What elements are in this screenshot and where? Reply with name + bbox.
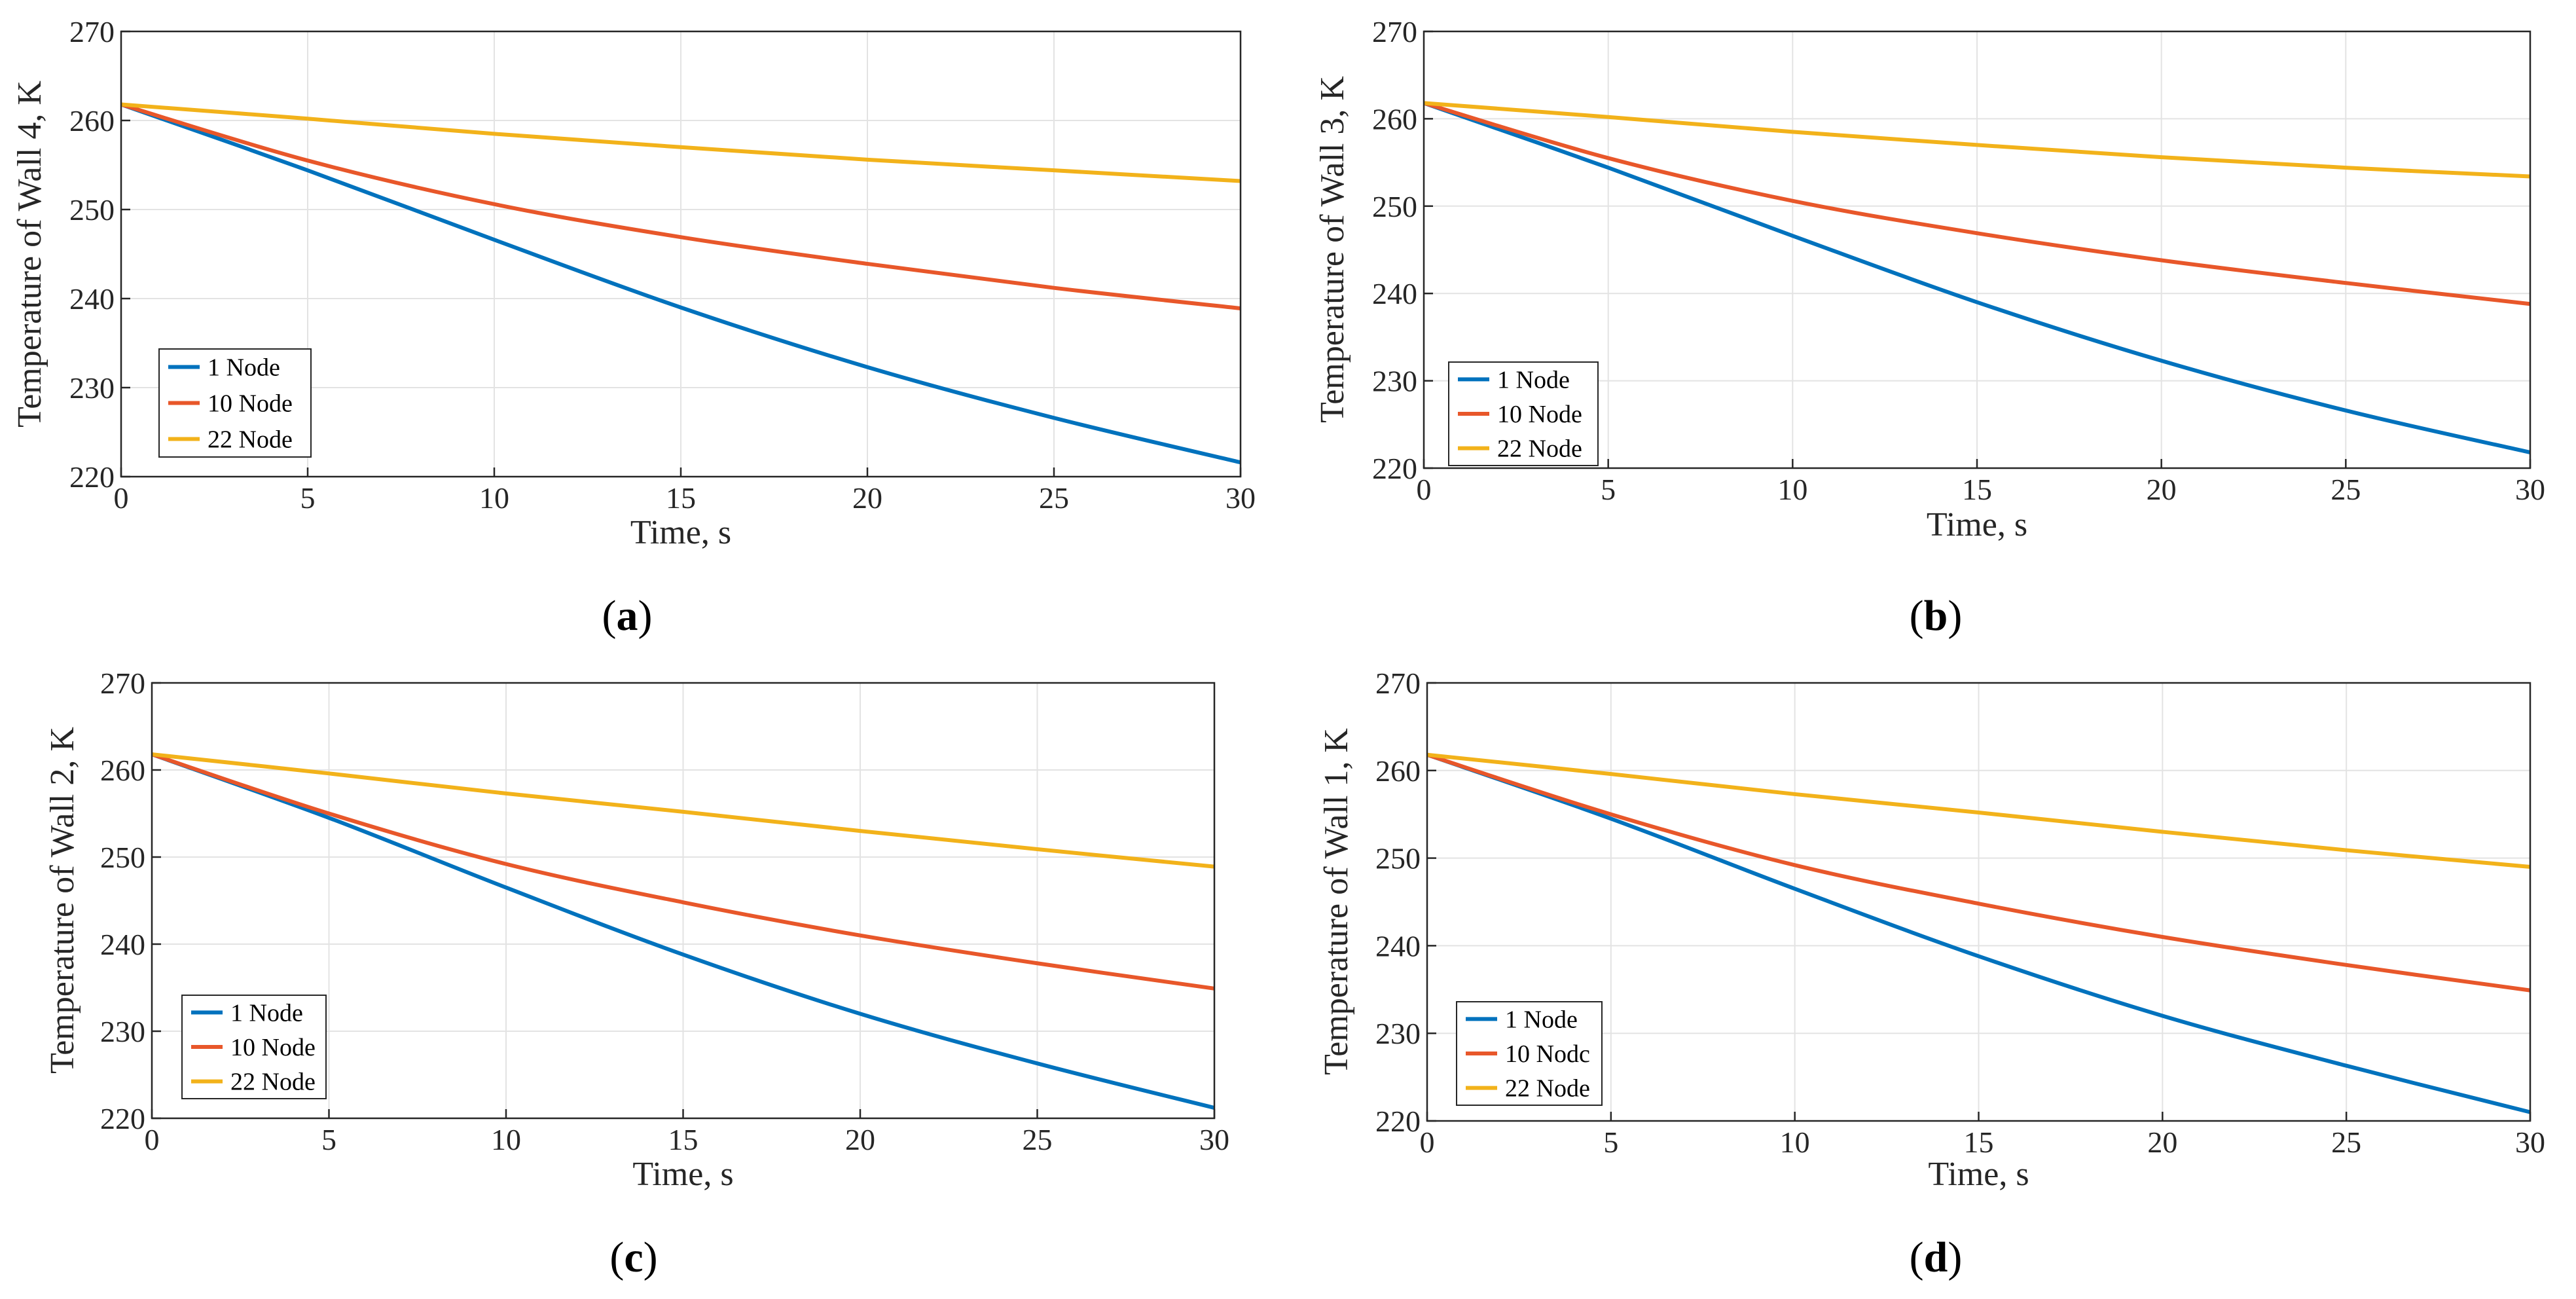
x-tick-label: 10 [1777, 473, 1807, 506]
x-tick-label: 15 [666, 481, 696, 515]
x-tick-label: 0 [1420, 1125, 1435, 1159]
x-axis-label: Time, s [630, 514, 731, 551]
x-tick-label: 15 [1964, 1125, 1994, 1159]
legend-label: 10 Node [1497, 401, 1582, 428]
y-tick-label: 270 [100, 667, 145, 700]
legend-label: 1 Node [1505, 1006, 1578, 1033]
y-tick-label: 260 [1372, 102, 1417, 136]
y-tick-label: 250 [1375, 842, 1421, 875]
legend-label: 22 Node [1497, 435, 1582, 463]
x-tick-label: 20 [852, 481, 882, 515]
legend-label: 10 Nodc [1505, 1040, 1590, 1068]
x-tick-label: 0 [1417, 473, 1432, 506]
y-tick-label: 250 [1372, 190, 1417, 223]
y-tick-label: 270 [1372, 15, 1417, 48]
y-tick-label: 230 [1375, 1017, 1421, 1050]
y-tick-label: 220 [1372, 452, 1417, 485]
y-tick-label: 260 [1375, 754, 1421, 788]
legend-label: 1 Node [230, 999, 303, 1027]
x-tick-label: 30 [1225, 481, 1256, 515]
chart-panel-c: 0 5 10 15 20 25 30 220 230 240 250 260 270 Time, s Tem… [44, 667, 1229, 1281]
y-tick-label: 240 [1375, 929, 1421, 962]
panel-caption: (a) [602, 592, 653, 640]
x-tick-label: 25 [1039, 481, 1069, 515]
x-tick-label: 20 [845, 1123, 875, 1156]
legend: 1 Node 10 Nodc 22 Node [1456, 1001, 1603, 1106]
x-tick-label: 25 [2331, 1125, 2361, 1159]
x-tick-label: 10 [1780, 1125, 1810, 1159]
series-line-22-node [120, 102, 1241, 183]
panel-caption: (b) [1910, 592, 1963, 640]
x-axis-label: Time, s [1928, 1156, 2029, 1193]
y-tick-label: 240 [1372, 277, 1417, 310]
x-tick-label: 15 [668, 1123, 698, 1156]
y-tick-label: 240 [100, 928, 145, 961]
legend-label: 22 Node [208, 426, 293, 454]
x-axis-label: Time, s [1927, 506, 2027, 543]
x-tick-label: 10 [479, 481, 509, 515]
x-tick-label: 5 [300, 481, 316, 515]
y-tick-label: 260 [100, 754, 145, 787]
y-tick-label: 250 [100, 841, 145, 874]
y-tick-label: 220 [100, 1102, 145, 1135]
x-tick-label: 30 [2515, 473, 2545, 506]
y-tick-label: 260 [69, 104, 115, 137]
y-axis-label: Temperature of Wall 2, K [44, 727, 81, 1074]
series-line-1-node [151, 752, 1215, 1110]
chart-panel-a: 0 5 10 15 20 25 30 220 230 240 250 260 270 Time, s Tem… [11, 15, 1256, 640]
y-axis-label: Temperature of Wall 3, K [1314, 76, 1351, 423]
series-line-22-node [151, 752, 1215, 869]
x-tick-label: 10 [491, 1123, 521, 1156]
x-tick-label: 25 [2331, 473, 2361, 506]
x-tick-label: 20 [2147, 473, 2177, 506]
legend-label: 22 Node [230, 1069, 316, 1096]
legend-label: 10 Node [230, 1034, 316, 1061]
legend: 1 Node 10 Node 22 Node [158, 348, 312, 458]
x-tick-label: 30 [2515, 1125, 2545, 1159]
y-axis-label: Temperature of Wall 4, K [11, 81, 48, 428]
x-tick-label: 0 [114, 481, 129, 515]
series-line-1-node [1423, 101, 2531, 454]
x-tick-label: 5 [321, 1123, 336, 1156]
series-line-1-node [120, 102, 1241, 465]
y-tick-label: 270 [69, 15, 115, 48]
series-line-1-node [1426, 752, 2531, 1114]
series-line-10-node [1423, 101, 2531, 306]
y-axis-label: Temperature of Wall 1, K [1318, 728, 1355, 1075]
y-tick-label: 270 [1375, 667, 1421, 700]
legend: 1 Node 10 Node 22 Node [181, 995, 327, 1099]
y-tick-label: 230 [1372, 365, 1417, 398]
chart-panel-d: 0 5 10 15 20 25 30 220 230 240 250 260 270 Time, s Tem… [1318, 667, 2545, 1281]
x-tick-label: 5 [1601, 473, 1616, 506]
series-line-10-node [1426, 752, 2531, 993]
legend-label: 1 Node [1497, 366, 1570, 393]
y-tick-label: 250 [69, 193, 115, 227]
series-line-22-node [1423, 101, 2531, 179]
x-tick-label: 0 [145, 1123, 160, 1156]
series-line-10-node [120, 102, 1241, 310]
x-tick-label: 5 [1603, 1125, 1618, 1159]
chart-panel-b: 0 5 10 15 20 25 30 220 230 240 250 260 270 Time, s Tem… [1314, 15, 2545, 640]
series-line-22-node [1426, 752, 2531, 869]
y-tick-label: 230 [69, 371, 115, 405]
y-tick-label: 220 [69, 460, 115, 494]
legend-label: 22 Node [1505, 1075, 1590, 1103]
x-tick-label: 25 [1023, 1123, 1053, 1156]
legend-label: 1 Node [208, 354, 280, 382]
y-tick-label: 220 [1375, 1105, 1421, 1138]
x-axis-label: Time, s [632, 1156, 733, 1193]
x-tick-label: 30 [1199, 1123, 1229, 1156]
y-tick-label: 240 [69, 282, 115, 316]
panel-caption: (d) [1910, 1234, 1963, 1281]
x-tick-label: 15 [1962, 473, 1992, 506]
y-tick-label: 230 [100, 1015, 145, 1048]
panel-caption: (c) [609, 1234, 657, 1281]
x-tick-label: 20 [2147, 1125, 2177, 1159]
legend: 1 Node 10 Node 22 Node [1448, 361, 1599, 466]
series-line-10-node [151, 752, 1215, 991]
legend-label: 10 Node [208, 390, 293, 418]
